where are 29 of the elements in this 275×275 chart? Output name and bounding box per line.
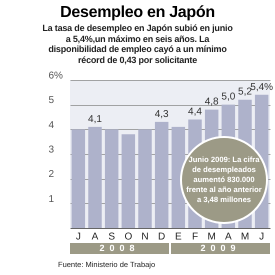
x-tick-label: M	[240, 232, 250, 242]
x-tick-label: J	[259, 232, 264, 242]
data-label: 5,2	[238, 86, 252, 98]
data-label: 5,4%	[250, 82, 274, 93]
y-tick-label: 4	[48, 120, 54, 131]
data-label: 4,3	[154, 108, 170, 120]
y-tick-label: 6%	[48, 70, 64, 82]
y-tick-label: 2	[48, 169, 54, 180]
x-tick-label: S	[108, 232, 116, 242]
x-tick-label: N	[141, 232, 149, 242]
y-tick-label: 1	[48, 194, 54, 205]
x-tick-label: E	[174, 232, 182, 242]
chart-title: Desempleo en Japón	[59, 4, 216, 22]
text: 2008	[70, 243, 169, 254]
text: 2009	[171, 243, 270, 254]
x-tick-label: A	[224, 232, 232, 242]
x-tick-label: M	[207, 232, 216, 242]
data-label: 4,1	[88, 114, 102, 125]
y-tick-label: 3	[48, 144, 54, 156]
data-label: 4,8	[204, 96, 220, 108]
x-tick-label: A	[92, 232, 99, 242]
data-label: 5,0	[221, 92, 236, 103]
x-tick-label: O	[124, 232, 132, 242]
x-tick-label: F	[192, 232, 198, 242]
data-label: 4,4	[188, 106, 202, 118]
chart-subtitle: La tasa de desempleo en Japón subió en junio a 5,4%,un máximo en seis años. La disponibilidad de empleo cayó a un mínimo récord de 0,43 por solicitante	[41, 22, 234, 65]
x-tick-label: J	[76, 232, 81, 242]
y-tick-label: 5	[48, 95, 54, 106]
x-tick-label: D	[158, 232, 166, 242]
